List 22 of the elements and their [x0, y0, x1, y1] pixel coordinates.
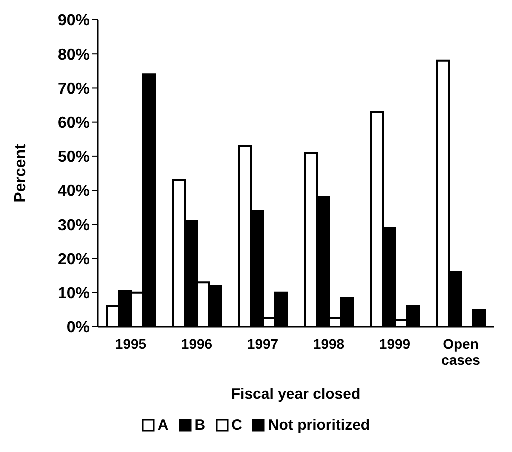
- legend-label: Not prioritized: [268, 417, 370, 434]
- x-tick-label: 1998: [313, 336, 345, 352]
- x-tick-label: 1999: [379, 336, 411, 352]
- y-axis-title: Percent: [12, 143, 30, 203]
- y-tick-label: 60%: [58, 115, 90, 132]
- legend-label: C: [232, 417, 242, 434]
- legend-label: A: [158, 417, 169, 434]
- y-tick-label: 80%: [58, 46, 90, 64]
- x-tick-label: 1997: [247, 336, 279, 352]
- y-tick-label: 70%: [58, 80, 90, 98]
- y-tick-label: 10%: [58, 286, 90, 303]
- x-axis-title: Fiscal year closed: [231, 386, 361, 403]
- y-tick-label: 50%: [58, 149, 90, 166]
- y-tick-label: 90%: [58, 12, 90, 30]
- x-tick-label: Open cases: [442, 336, 481, 368]
- y-tick-label: 30%: [58, 217, 90, 234]
- y-tick-label: 40%: [58, 183, 90, 200]
- x-tick-label: 1995: [115, 336, 147, 352]
- legend-label: B: [194, 417, 206, 434]
- y-tick-label: 20%: [58, 251, 90, 268]
- y-tick-label: 0%: [66, 320, 90, 337]
- x-tick-label: 1996: [181, 336, 213, 352]
